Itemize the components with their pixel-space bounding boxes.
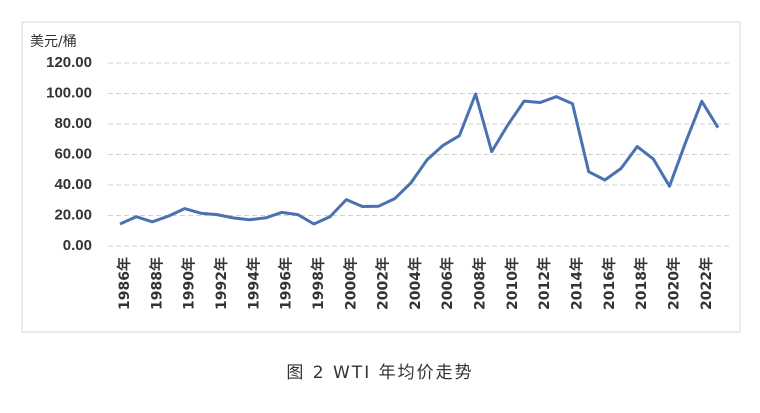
x-tick-label: 1988年 xyxy=(148,257,165,310)
y-tick-label: 20.00 xyxy=(54,206,92,223)
x-tick-label: 2000年 xyxy=(342,257,359,310)
y-tick-label: 80.00 xyxy=(54,115,92,132)
x-tick-label: 2004年 xyxy=(407,257,424,310)
x-tick-label: 1998年 xyxy=(310,257,327,310)
x-tick-label: 2002年 xyxy=(375,257,392,310)
x-tick-label: 2010年 xyxy=(504,257,521,310)
x-tick-label: 2018年 xyxy=(633,257,650,310)
caption: 图 2 WTI 年均价走势 xyxy=(286,363,473,383)
x-tick-label: 2008年 xyxy=(472,257,489,310)
x-tick-label: 1996年 xyxy=(278,257,295,310)
y-axis-label: 美元/桶 xyxy=(30,34,77,50)
x-tick-label: 1990年 xyxy=(181,257,198,310)
y-tick-label: 40.00 xyxy=(54,176,92,193)
chart-border xyxy=(21,21,741,333)
x-tick-label: 2022年 xyxy=(698,257,715,310)
y-tick-label: 120.00 xyxy=(46,54,92,71)
x-tick-label: 2014年 xyxy=(569,257,586,310)
y-tick-label: 0.00 xyxy=(63,237,92,254)
x-tick-label: 2006年 xyxy=(439,257,456,310)
y-tick-label: 60.00 xyxy=(54,145,92,162)
x-tick-label: 1986年 xyxy=(116,257,133,310)
x-tick-label: 2016年 xyxy=(601,257,618,310)
data-line xyxy=(119,92,720,226)
x-tick-label: 1992年 xyxy=(213,257,230,310)
x-tick-label: 2020年 xyxy=(666,257,683,310)
x-tick-label: 1994年 xyxy=(245,257,262,310)
y-tick-label: 100.00 xyxy=(46,84,92,101)
x-tick-label: 2012年 xyxy=(536,257,553,310)
